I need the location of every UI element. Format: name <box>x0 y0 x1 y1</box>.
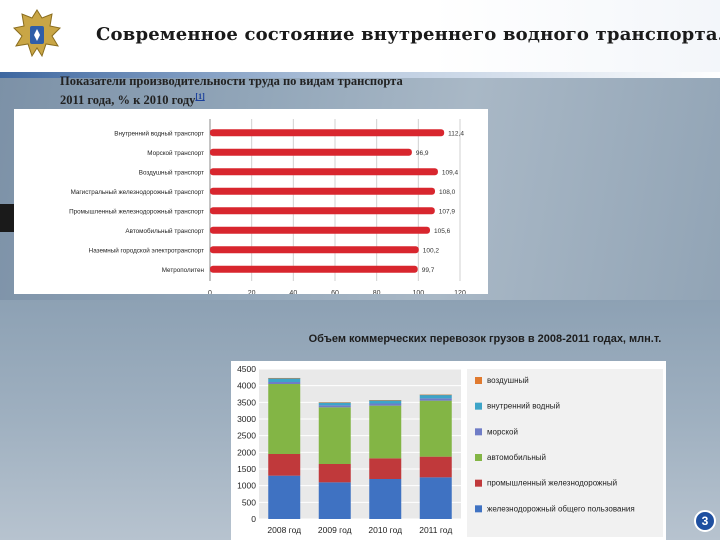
stack-segment <box>268 475 301 519</box>
left-edge-marker <box>0 204 14 232</box>
stack-segment <box>318 402 351 406</box>
y-tick-label: 2500 <box>237 431 256 441</box>
data-label: 112,4 <box>448 130 464 137</box>
x-tick-label: 120 <box>454 290 466 294</box>
bar <box>210 246 419 254</box>
stack-segment <box>318 402 351 403</box>
legend-swatch <box>475 454 482 461</box>
header-divider <box>0 72 720 78</box>
y-tick-label: 3500 <box>237 397 256 407</box>
bar <box>210 265 418 273</box>
stack-segment <box>419 477 452 519</box>
legend-label: промышленный железнодорожный <box>487 479 617 488</box>
stack-segment <box>419 394 452 399</box>
caption-line-2: 2011 года, % к 2010 году[1] <box>60 89 480 108</box>
legend-label: автомобильный <box>487 453 546 462</box>
y-tick-label: 4500 <box>237 364 256 374</box>
category-label: Магистральный железнодорожный транспорт <box>71 188 205 196</box>
x-tick-label: 20 <box>248 290 256 294</box>
x-tick-label: 2009 год <box>318 525 352 535</box>
category-label: Внутренний водный транспорт <box>114 129 204 137</box>
category-label: Наземный городской электротранспорт <box>89 246 204 254</box>
caption-line-1: Показатели производительности труда по в… <box>60 74 403 88</box>
stack-segment <box>369 405 402 459</box>
data-label: 96,9 <box>416 150 429 157</box>
x-tick-label: 40 <box>289 290 297 294</box>
bar <box>210 226 430 234</box>
stack-segment <box>369 458 402 479</box>
legend-swatch <box>475 402 482 410</box>
data-label: 105,6 <box>434 228 451 235</box>
x-tick-label: 2008 год <box>267 525 301 535</box>
legend-label: морской <box>487 427 518 436</box>
category-label: Промышленный железнодорожный транспорт <box>69 207 204 215</box>
category-label: Морской транспорт <box>147 149 204 157</box>
y-tick-label: 1000 <box>237 481 256 491</box>
legend-label: воздушный <box>487 376 529 385</box>
cargo-volume-chart: 0 500 1000 1500 2000 2500 3000 3500 4000 4500 2008… <box>231 361 666 540</box>
stack-segment <box>268 454 301 476</box>
page-number-badge: 3 <box>694 510 716 532</box>
x-tick-label: 0 <box>208 290 212 294</box>
cargo-volume-chart-svg: 0 500 1000 1500 2000 2500 3000 3500 4000 4500 2008… <box>237 364 663 537</box>
x-tick-label: 2011 год <box>419 525 452 535</box>
legend-swatch <box>475 377 482 384</box>
y-tick-label: 1500 <box>237 464 256 474</box>
caption-line-2-text: 2011 года, % к 2010 году <box>60 93 196 108</box>
productivity-chart: 0 20 40 60 80 100 120 Внутренний водный транспо… <box>14 109 488 294</box>
stack-segment <box>268 382 301 384</box>
legend-box <box>467 369 663 537</box>
x-tick-label: 100 <box>412 290 424 294</box>
footnote-link[interactable]: [1] <box>195 92 205 101</box>
y-tick-label: 2000 <box>237 447 256 457</box>
data-label: 108,0 <box>439 189 456 196</box>
legend-label: железнодорожный общего пользования <box>487 504 635 513</box>
bar <box>210 148 412 156</box>
data-label: 99,7 <box>422 267 435 274</box>
stack-segment <box>268 377 301 379</box>
stack-segment <box>318 407 351 464</box>
bar <box>210 168 438 176</box>
stack-segment <box>268 378 301 382</box>
stack-segment <box>318 405 351 408</box>
y-tick-label: 4000 <box>237 381 256 391</box>
slide-title: Современное состояние внутреннего водног… <box>96 24 720 45</box>
y-tick-label: 0 <box>251 514 256 524</box>
x-tick-label: 60 <box>331 290 339 294</box>
x-tick-label: 2010 год <box>368 525 402 535</box>
data-label: 100,2 <box>423 247 440 254</box>
chart1-caption: Показатели производительности труда по в… <box>60 74 480 108</box>
stack-segment <box>318 464 351 483</box>
category-label: Воздушный транспорт <box>139 168 204 176</box>
productivity-chart-svg: 0 20 40 60 80 100 120 Внутренний водный транспо… <box>69 119 466 294</box>
category-label: Метрополитен <box>162 267 205 274</box>
stack-segment <box>369 400 402 401</box>
legend-swatch <box>475 505 482 513</box>
stack-segment <box>419 400 452 457</box>
stack-segment <box>369 403 402 406</box>
chart2-title: Объем коммерческих перевозок грузов в 20… <box>308 333 662 345</box>
stack-segment <box>268 384 301 454</box>
y-tick-label: 3000 <box>237 414 256 424</box>
bar <box>210 187 435 195</box>
legend-swatch <box>475 479 482 487</box>
bar <box>210 207 435 215</box>
category-label: Автомобильный транспорт <box>125 227 204 235</box>
x-tick-label: 80 <box>373 290 381 294</box>
legend-swatch <box>475 428 482 436</box>
stack-segment <box>369 479 402 519</box>
stack-segment <box>369 400 402 404</box>
data-label: 109,4 <box>442 169 459 176</box>
stack-segment <box>419 394 452 396</box>
emblem-icon <box>12 9 62 58</box>
legend-label: внутренний водный <box>487 402 560 411</box>
stack-segment <box>419 398 452 401</box>
stack-segment <box>419 456 452 478</box>
slide-header: Современное состояние внутреннего водног… <box>0 0 720 72</box>
y-tick-label: 500 <box>242 497 256 507</box>
stack-segment <box>318 482 351 519</box>
bar <box>210 129 445 137</box>
data-label: 107,9 <box>439 208 456 215</box>
